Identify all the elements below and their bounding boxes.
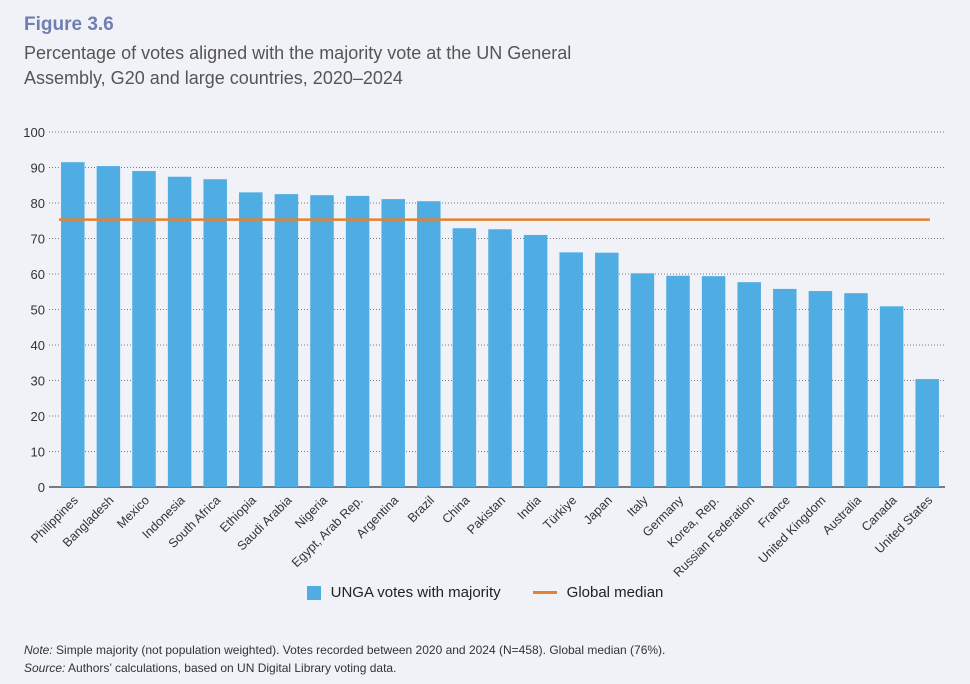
source-line: Source: Authors’ calculations, based on …	[24, 659, 665, 677]
bar	[630, 273, 655, 487]
legend-label-bars: UNGA votes with majority	[330, 584, 501, 601]
x-tick-label: Pakistan	[464, 493, 508, 537]
footnotes: Note: Simple majority (not population we…	[24, 641, 665, 677]
bar	[381, 199, 405, 487]
legend-label-median: Global median	[566, 584, 664, 601]
bar	[737, 282, 761, 487]
bar	[559, 252, 583, 487]
bar	[808, 291, 833, 487]
bar	[203, 179, 227, 487]
bar	[488, 229, 512, 487]
y-tick-label: 70	[31, 232, 45, 247]
x-tick-label: India	[515, 493, 544, 522]
legend-swatch-bar	[306, 585, 321, 600]
bar	[666, 275, 690, 487]
bar	[417, 201, 441, 487]
chart-title: Percentage of votes aligned with the maj…	[24, 43, 572, 88]
legend-swatch-line	[532, 591, 557, 594]
bar	[96, 166, 121, 487]
y-tick-label: 30	[31, 374, 45, 389]
bar	[523, 234, 548, 487]
y-tick-label: 50	[31, 303, 45, 318]
x-tick-label: Türkiye	[540, 493, 579, 532]
y-tick-label: 80	[31, 196, 45, 211]
x-tick-label: United Kingdom	[756, 493, 829, 566]
figure-label: Figure 3.6	[24, 14, 114, 35]
legend: UNGA votes with majority Global median	[0, 584, 970, 601]
bar	[310, 195, 334, 487]
legend-item-bars: UNGA votes with majority	[306, 584, 501, 601]
bar	[132, 171, 156, 488]
bar	[879, 306, 904, 487]
bar	[239, 192, 263, 487]
bar	[844, 293, 868, 487]
legend-item-median: Global median	[532, 584, 664, 601]
y-tick-label: 10	[31, 445, 45, 460]
y-tick-label: 40	[31, 338, 45, 353]
bar	[61, 162, 85, 488]
bar	[701, 276, 726, 487]
y-tick-label: 100	[23, 125, 45, 140]
x-tick-label: Italy	[624, 493, 651, 520]
note-text: Simple majority (not population weighted…	[52, 643, 666, 657]
y-tick-label: 0	[38, 480, 45, 495]
source-prefix: Source:	[24, 661, 66, 675]
x-tick-label: China	[440, 493, 473, 526]
x-tick-label: Brazil	[405, 493, 437, 525]
x-tick-label: Japan	[581, 493, 615, 527]
note-prefix: Note:	[24, 643, 53, 657]
y-tick-label: 90	[31, 161, 45, 176]
bar	[167, 176, 192, 488]
bar	[345, 195, 370, 487]
bar	[773, 288, 797, 487]
bar-chart: 0102030405060708090100PhilippinesBanglad…	[23, 125, 945, 580]
bar	[274, 194, 299, 487]
x-tick-label: Australia	[820, 493, 864, 537]
source-text: Authors’ calculations, based on UN Digit…	[65, 661, 397, 675]
y-tick-label: 60	[31, 267, 45, 282]
bar	[595, 252, 619, 487]
note-line: Note: Simple majority (not population we…	[24, 641, 665, 659]
y-tick-label: 20	[31, 409, 45, 424]
bar	[452, 228, 477, 487]
bar	[915, 379, 939, 487]
